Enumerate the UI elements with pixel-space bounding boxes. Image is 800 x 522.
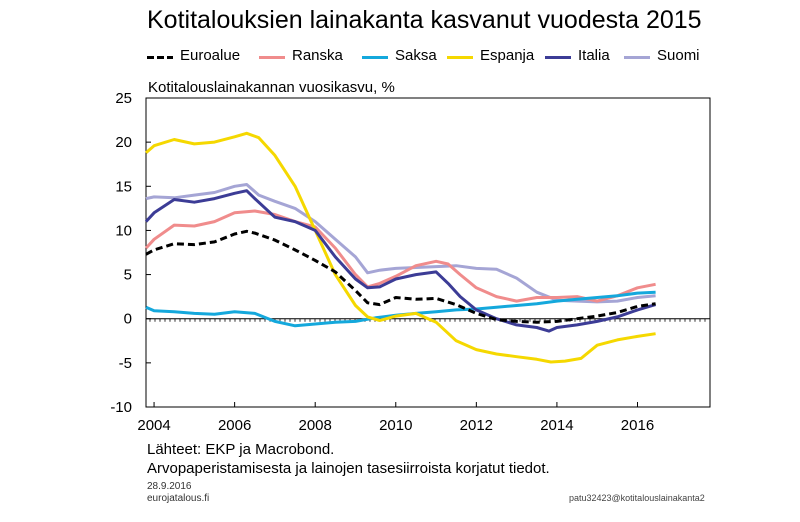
legend-swatch-saksa [362,56,388,59]
y-tick-label: 25 [115,90,132,107]
legend-label-italia: Italia [578,47,610,64]
y-tick-label: 5 [124,267,132,284]
legend-swatch-ranska [259,56,285,59]
x-tick-label: 2014 [540,417,573,434]
legend-label-espanja: Espanja [480,47,535,64]
x-tick-label: 2006 [218,417,251,434]
footer-code: patu32423@kotitalouslainakanta2 [569,493,705,503]
y-tick-label: 20 [115,134,132,151]
footer-date: 28.9.2016 [147,481,192,492]
series-line-ranska [144,209,656,303]
legend-swatch-espanja [447,56,473,59]
y-tick-label: -10 [110,399,132,416]
legend-label-saksa: Saksa [395,47,437,64]
y-tick-label: 0 [124,311,132,328]
legend-label-euroalue: Euroalue [180,47,241,64]
chart-title: Kotitalouksien lainakanta kasvanut vuode… [147,6,702,34]
footer-sources: Lähteet: EKP ja Macrobond. [147,441,335,458]
y-tick-label: 15 [115,178,132,195]
y-tick-label: 10 [115,222,132,239]
legend-label-suomi: Suomi [657,47,700,64]
series-line-suomi [145,183,656,304]
series-line-italia [144,189,657,333]
footer-site: eurojatalous.fi [147,493,210,504]
x-tick-label: 2010 [379,417,412,434]
y-tick-label: -5 [119,355,132,372]
legend-label-ranska: Ranska [292,47,343,64]
x-tick-label: 2004 [137,417,170,434]
plot-frame [145,97,711,408]
footer-note: Arvopaperistamisesta ja lainojen tasesii… [147,460,550,477]
legend-swatch-italia [545,56,571,59]
x-tick-label: 2012 [460,417,493,434]
legend-swatch-euroalue [147,56,173,59]
x-tick-label: 2016 [621,417,654,434]
legend-swatch-suomi [624,56,650,59]
y-axis-label: Kotitalouslainakannan vuosikasvu, % [148,79,395,96]
x-tick-label: 2008 [299,417,332,434]
series-line-euroalue [145,229,656,324]
series-line-espanja [145,131,656,364]
